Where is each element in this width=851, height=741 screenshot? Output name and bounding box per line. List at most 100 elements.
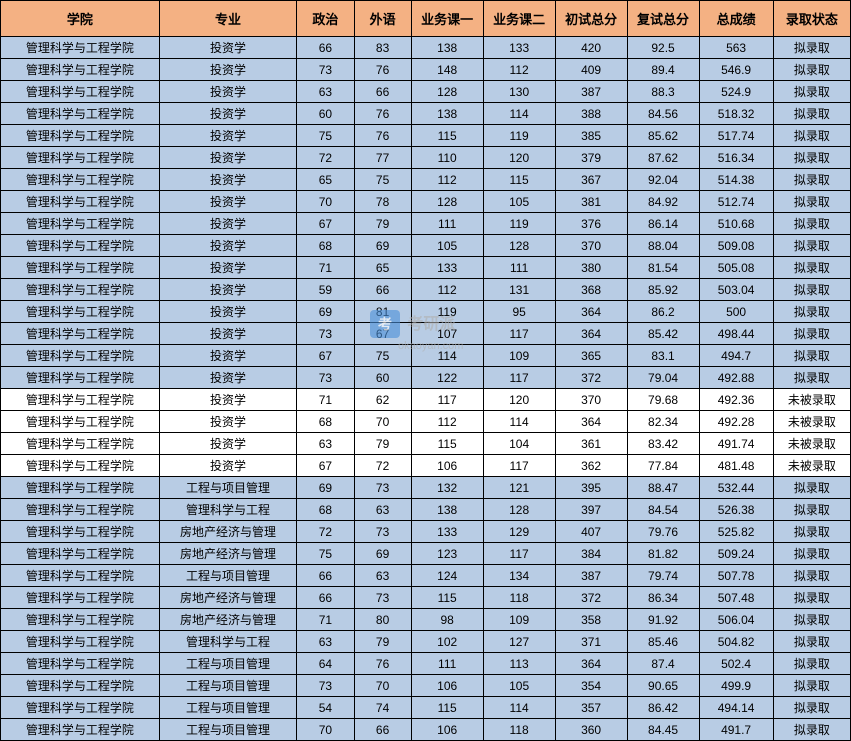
cell-pol: 71: [297, 389, 354, 411]
table-row: 管理科学与工程学院房地产经济与管理71809810935891.92506.04…: [1, 609, 851, 631]
cell-final: 509.24: [699, 543, 773, 565]
table-row: 管理科学与工程学院房地产经济与管理667311511837286.34507.4…: [1, 587, 851, 609]
table-row: 管理科学与工程学院投资学657511211536792.04514.38拟录取: [1, 169, 851, 191]
cell-final: 499.9: [699, 675, 773, 697]
cell-college: 管理科学与工程学院: [1, 125, 160, 147]
cell-lang: 69: [354, 235, 411, 257]
column-header: 专业: [159, 1, 297, 37]
cell-c2: 118: [483, 587, 555, 609]
cell-c2: 128: [483, 499, 555, 521]
cell-final: 492.88: [699, 367, 773, 389]
cell-status: 拟录取: [773, 125, 850, 147]
cell-lang: 65: [354, 257, 411, 279]
cell-t1: 384: [555, 543, 627, 565]
table-row: 管理科学与工程学院投资学737614811240989.4546.9拟录取: [1, 59, 851, 81]
cell-status: 拟录取: [773, 345, 850, 367]
cell-pol: 54: [297, 697, 354, 719]
table-row: 管理科学与工程学院投资学677911111937686.14510.68拟录取: [1, 213, 851, 235]
cell-t2: 84.45: [627, 719, 699, 741]
cell-final: 526.38: [699, 499, 773, 521]
cell-lang: 66: [354, 81, 411, 103]
cell-c1: 117: [411, 389, 483, 411]
cell-pol: 70: [297, 719, 354, 741]
cell-status: 拟录取: [773, 587, 850, 609]
cell-lang: 79: [354, 213, 411, 235]
column-header: 业务课一: [411, 1, 483, 37]
cell-lang: 77: [354, 147, 411, 169]
cell-lang: 79: [354, 631, 411, 653]
cell-status: 拟录取: [773, 719, 850, 741]
cell-lang: 73: [354, 521, 411, 543]
cell-major: 工程与项目管理: [159, 477, 297, 499]
cell-major: 工程与项目管理: [159, 565, 297, 587]
cell-pol: 70: [297, 191, 354, 213]
column-header: 学院: [1, 1, 160, 37]
cell-c2: 109: [483, 609, 555, 631]
cell-major: 工程与项目管理: [159, 697, 297, 719]
column-header: 外语: [354, 1, 411, 37]
column-header: 总成绩: [699, 1, 773, 37]
cell-status: 未被录取: [773, 389, 850, 411]
cell-t2: 89.4: [627, 59, 699, 81]
cell-pol: 63: [297, 631, 354, 653]
cell-major: 投资学: [159, 367, 297, 389]
cell-college: 管理科学与工程学院: [1, 147, 160, 169]
cell-pol: 68: [297, 411, 354, 433]
cell-lang: 70: [354, 411, 411, 433]
cell-c1: 123: [411, 543, 483, 565]
cell-major: 投资学: [159, 301, 297, 323]
cell-college: 管理科学与工程学院: [1, 521, 160, 543]
cell-t2: 79.74: [627, 565, 699, 587]
cell-c2: 117: [483, 323, 555, 345]
cell-pol: 68: [297, 499, 354, 521]
cell-pol: 69: [297, 477, 354, 499]
table-row: 管理科学与工程学院投资学707812810538184.92512.74拟录取: [1, 191, 851, 213]
cell-status: 拟录取: [773, 565, 850, 587]
cell-lang: 72: [354, 455, 411, 477]
cell-t2: 92.5: [627, 37, 699, 59]
cell-c2: 95: [483, 301, 555, 323]
cell-final: 506.04: [699, 609, 773, 631]
cell-college: 管理科学与工程学院: [1, 169, 160, 191]
cell-t1: 380: [555, 257, 627, 279]
cell-final: 507.78: [699, 565, 773, 587]
cell-t1: 387: [555, 565, 627, 587]
cell-t1: 364: [555, 301, 627, 323]
cell-c1: 119: [411, 301, 483, 323]
cell-lang: 76: [354, 125, 411, 147]
cell-c1: 115: [411, 697, 483, 719]
cell-status: 拟录取: [773, 521, 850, 543]
table-row: 管理科学与工程学院投资学716211712037079.68492.36未被录取: [1, 389, 851, 411]
cell-t1: 376: [555, 213, 627, 235]
cell-major: 投资学: [159, 191, 297, 213]
cell-c1: 115: [411, 125, 483, 147]
cell-college: 管理科学与工程学院: [1, 323, 160, 345]
cell-t2: 88.3: [627, 81, 699, 103]
cell-college: 管理科学与工程学院: [1, 565, 160, 587]
cell-pol: 72: [297, 521, 354, 543]
cell-college: 管理科学与工程学院: [1, 213, 160, 235]
cell-final: 563: [699, 37, 773, 59]
cell-pol: 66: [297, 587, 354, 609]
cell-major: 投资学: [159, 125, 297, 147]
table-row: 管理科学与工程学院管理科学与工程686313812839784.54526.38…: [1, 499, 851, 521]
cell-college: 管理科学与工程学院: [1, 609, 160, 631]
cell-status: 拟录取: [773, 543, 850, 565]
cell-c1: 98: [411, 609, 483, 631]
cell-major: 工程与项目管理: [159, 719, 297, 741]
cell-t1: 357: [555, 697, 627, 719]
cell-status: 未被录取: [773, 433, 850, 455]
cell-status: 拟录取: [773, 235, 850, 257]
cell-college: 管理科学与工程学院: [1, 433, 160, 455]
cell-major: 房地产经济与管理: [159, 543, 297, 565]
cell-t2: 87.62: [627, 147, 699, 169]
cell-lang: 60: [354, 367, 411, 389]
cell-t2: 84.56: [627, 103, 699, 125]
cell-college: 管理科学与工程学院: [1, 59, 160, 81]
cell-major: 投资学: [159, 147, 297, 169]
cell-c2: 111: [483, 257, 555, 279]
cell-c1: 111: [411, 213, 483, 235]
cell-c1: 102: [411, 631, 483, 653]
cell-t2: 86.42: [627, 697, 699, 719]
cell-college: 管理科学与工程学院: [1, 301, 160, 323]
